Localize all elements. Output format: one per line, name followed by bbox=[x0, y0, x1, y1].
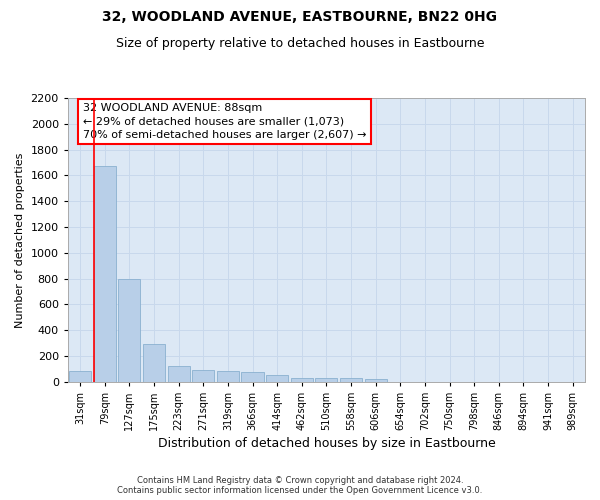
Bar bbox=[167, 366, 190, 382]
Bar bbox=[118, 278, 140, 382]
Bar bbox=[316, 378, 337, 382]
Bar bbox=[266, 374, 288, 382]
Bar bbox=[69, 372, 91, 382]
Bar bbox=[217, 372, 239, 382]
X-axis label: Distribution of detached houses by size in Eastbourne: Distribution of detached houses by size … bbox=[158, 437, 495, 450]
Bar bbox=[340, 378, 362, 382]
Bar bbox=[365, 379, 387, 382]
Text: Size of property relative to detached houses in Eastbourne: Size of property relative to detached ho… bbox=[116, 38, 484, 51]
Bar bbox=[143, 344, 165, 382]
Text: 32 WOODLAND AVENUE: 88sqm
← 29% of detached houses are smaller (1,073)
70% of se: 32 WOODLAND AVENUE: 88sqm ← 29% of detac… bbox=[83, 103, 366, 140]
Bar bbox=[94, 166, 116, 382]
Y-axis label: Number of detached properties: Number of detached properties bbox=[15, 152, 25, 328]
Text: Contains HM Land Registry data © Crown copyright and database right 2024.
Contai: Contains HM Land Registry data © Crown c… bbox=[118, 476, 482, 495]
Bar bbox=[192, 370, 214, 382]
Text: 32, WOODLAND AVENUE, EASTBOURNE, BN22 0HG: 32, WOODLAND AVENUE, EASTBOURNE, BN22 0H… bbox=[103, 10, 497, 24]
Bar bbox=[291, 378, 313, 382]
Bar bbox=[241, 372, 263, 382]
